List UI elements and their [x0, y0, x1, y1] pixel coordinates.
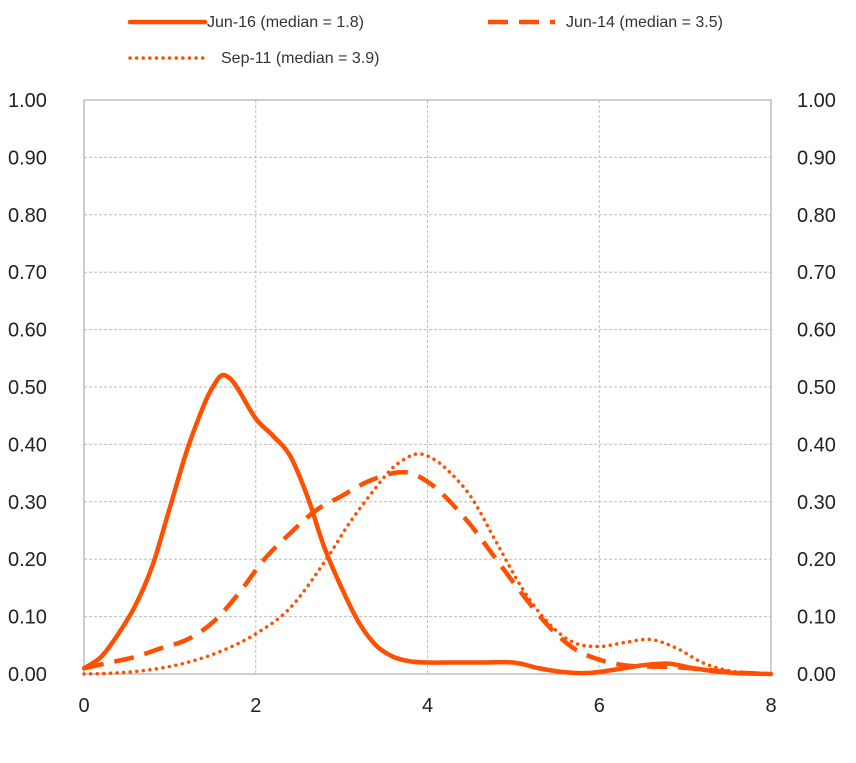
y-tick-label-left: 0.60: [8, 320, 47, 342]
y-tick-label-right: 0.70: [797, 262, 836, 284]
legend-label: Jun-14 (median = 3.5): [566, 14, 723, 31]
y-tick-label-right: 0.20: [797, 549, 836, 571]
x-axis: 0 2 4 6 8: [78, 695, 776, 717]
y-tick-label-left: 0.30: [8, 492, 47, 514]
y-tick-label-right: 0.10: [797, 607, 836, 629]
series-line-dashed: [83, 469, 772, 677]
x-tick-label: 8: [765, 695, 776, 717]
y-tick-label-left: 0.20: [8, 549, 47, 571]
y-tick-label-right: 0.90: [797, 147, 836, 169]
y-tick-label-right: 1.00: [797, 90, 836, 112]
legend-label: Jun-16 (median = 1.8): [207, 14, 364, 31]
x-tick-label: 2: [250, 695, 261, 717]
y-tick-label-left: 0.40: [8, 434, 47, 456]
y-tick-label-left: 0.90: [8, 147, 47, 169]
y-tick-label-left: 1.00: [8, 90, 47, 112]
y-axis-left: 0.00 0.10 0.20 0.30 0.40 0.50 0.60 0.70 0.80 0.90…: [8, 90, 47, 686]
y-tick-label-left: 0.50: [8, 377, 47, 399]
series-line-dotted: [82, 452, 773, 676]
y-tick-label-left: 0.80: [8, 205, 47, 227]
y-axis-right: 0.00 0.10 0.20 0.30 0.40 0.50 0.60 0.70 0.80 0.90…: [797, 90, 836, 686]
legend-label: Sep-11 (median = 3.9): [221, 50, 379, 67]
series-lines: [81, 372, 774, 677]
y-tick-label-right: 0.80: [797, 205, 836, 227]
y-tick-label-right: 0.60: [797, 320, 836, 342]
plot-frame: [83, 99, 772, 675]
grid-lines: [83, 99, 772, 675]
x-tick-label: 0: [78, 695, 89, 717]
y-tick-label-right: 0.40: [797, 434, 836, 456]
y-tick-label-right: 0.30: [797, 492, 836, 514]
series-line-solid: [81, 372, 774, 677]
y-tick-label-right: 0.50: [797, 377, 836, 399]
x-tick-label: 4: [422, 695, 433, 717]
y-tick-label-right: 0.00: [797, 664, 836, 686]
y-tick-label-left: 0.10: [8, 607, 47, 629]
y-tick-label-left: 0.00: [8, 664, 47, 686]
x-tick-label: 6: [594, 695, 605, 717]
legend: Jun-16 (median = 1.8) Jun-14 (median = 3.…: [127, 14, 723, 67]
y-tick-label-left: 0.70: [8, 262, 47, 284]
